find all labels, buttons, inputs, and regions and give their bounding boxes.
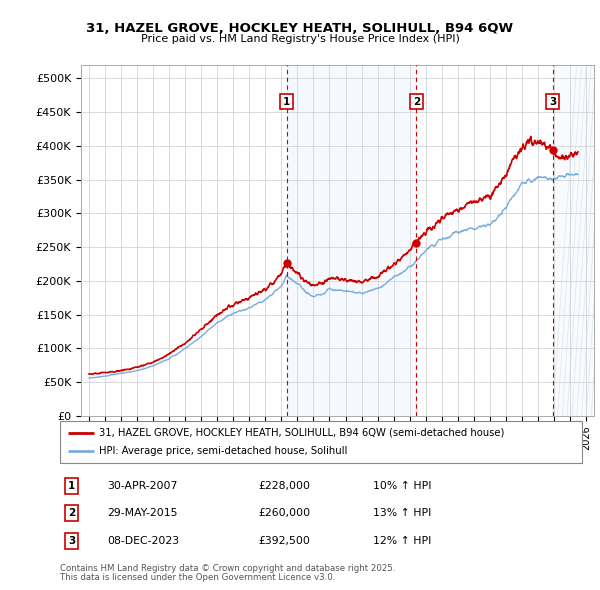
Text: 29-MAY-2015: 29-MAY-2015 (107, 508, 178, 517)
Text: HPI: Average price, semi-detached house, Solihull: HPI: Average price, semi-detached house,… (99, 446, 347, 456)
Text: This data is licensed under the Open Government Licence v3.0.: This data is licensed under the Open Gov… (60, 573, 335, 582)
Bar (287, 65, 416, 416)
Text: £260,000: £260,000 (259, 508, 310, 517)
Bar (553, 65, 594, 416)
Text: 13% ↑ HPI: 13% ↑ HPI (373, 508, 431, 517)
Text: 3: 3 (549, 97, 556, 107)
Text: 1: 1 (68, 481, 75, 491)
Text: 3: 3 (68, 536, 75, 546)
Text: 31, HAZEL GROVE, HOCKLEY HEATH, SOLIHULL, B94 6QW (semi-detached house): 31, HAZEL GROVE, HOCKLEY HEATH, SOLIHULL… (99, 428, 505, 438)
Text: 30-APR-2007: 30-APR-2007 (107, 481, 178, 491)
Text: Price paid vs. HM Land Registry's House Price Index (HPI): Price paid vs. HM Land Registry's House … (140, 34, 460, 44)
Text: 08-DEC-2023: 08-DEC-2023 (107, 536, 179, 546)
Text: 2: 2 (413, 97, 420, 107)
Text: £392,500: £392,500 (259, 536, 310, 546)
Text: 12% ↑ HPI: 12% ↑ HPI (373, 536, 431, 546)
FancyBboxPatch shape (60, 421, 582, 463)
Text: £228,000: £228,000 (259, 481, 310, 491)
Text: 31, HAZEL GROVE, HOCKLEY HEATH, SOLIHULL, B94 6QW: 31, HAZEL GROVE, HOCKLEY HEATH, SOLIHULL… (86, 22, 514, 35)
Text: 1: 1 (283, 97, 290, 107)
Text: 10% ↑ HPI: 10% ↑ HPI (373, 481, 432, 491)
Text: 2: 2 (68, 508, 75, 517)
Text: Contains HM Land Registry data © Crown copyright and database right 2025.: Contains HM Land Registry data © Crown c… (60, 564, 395, 573)
